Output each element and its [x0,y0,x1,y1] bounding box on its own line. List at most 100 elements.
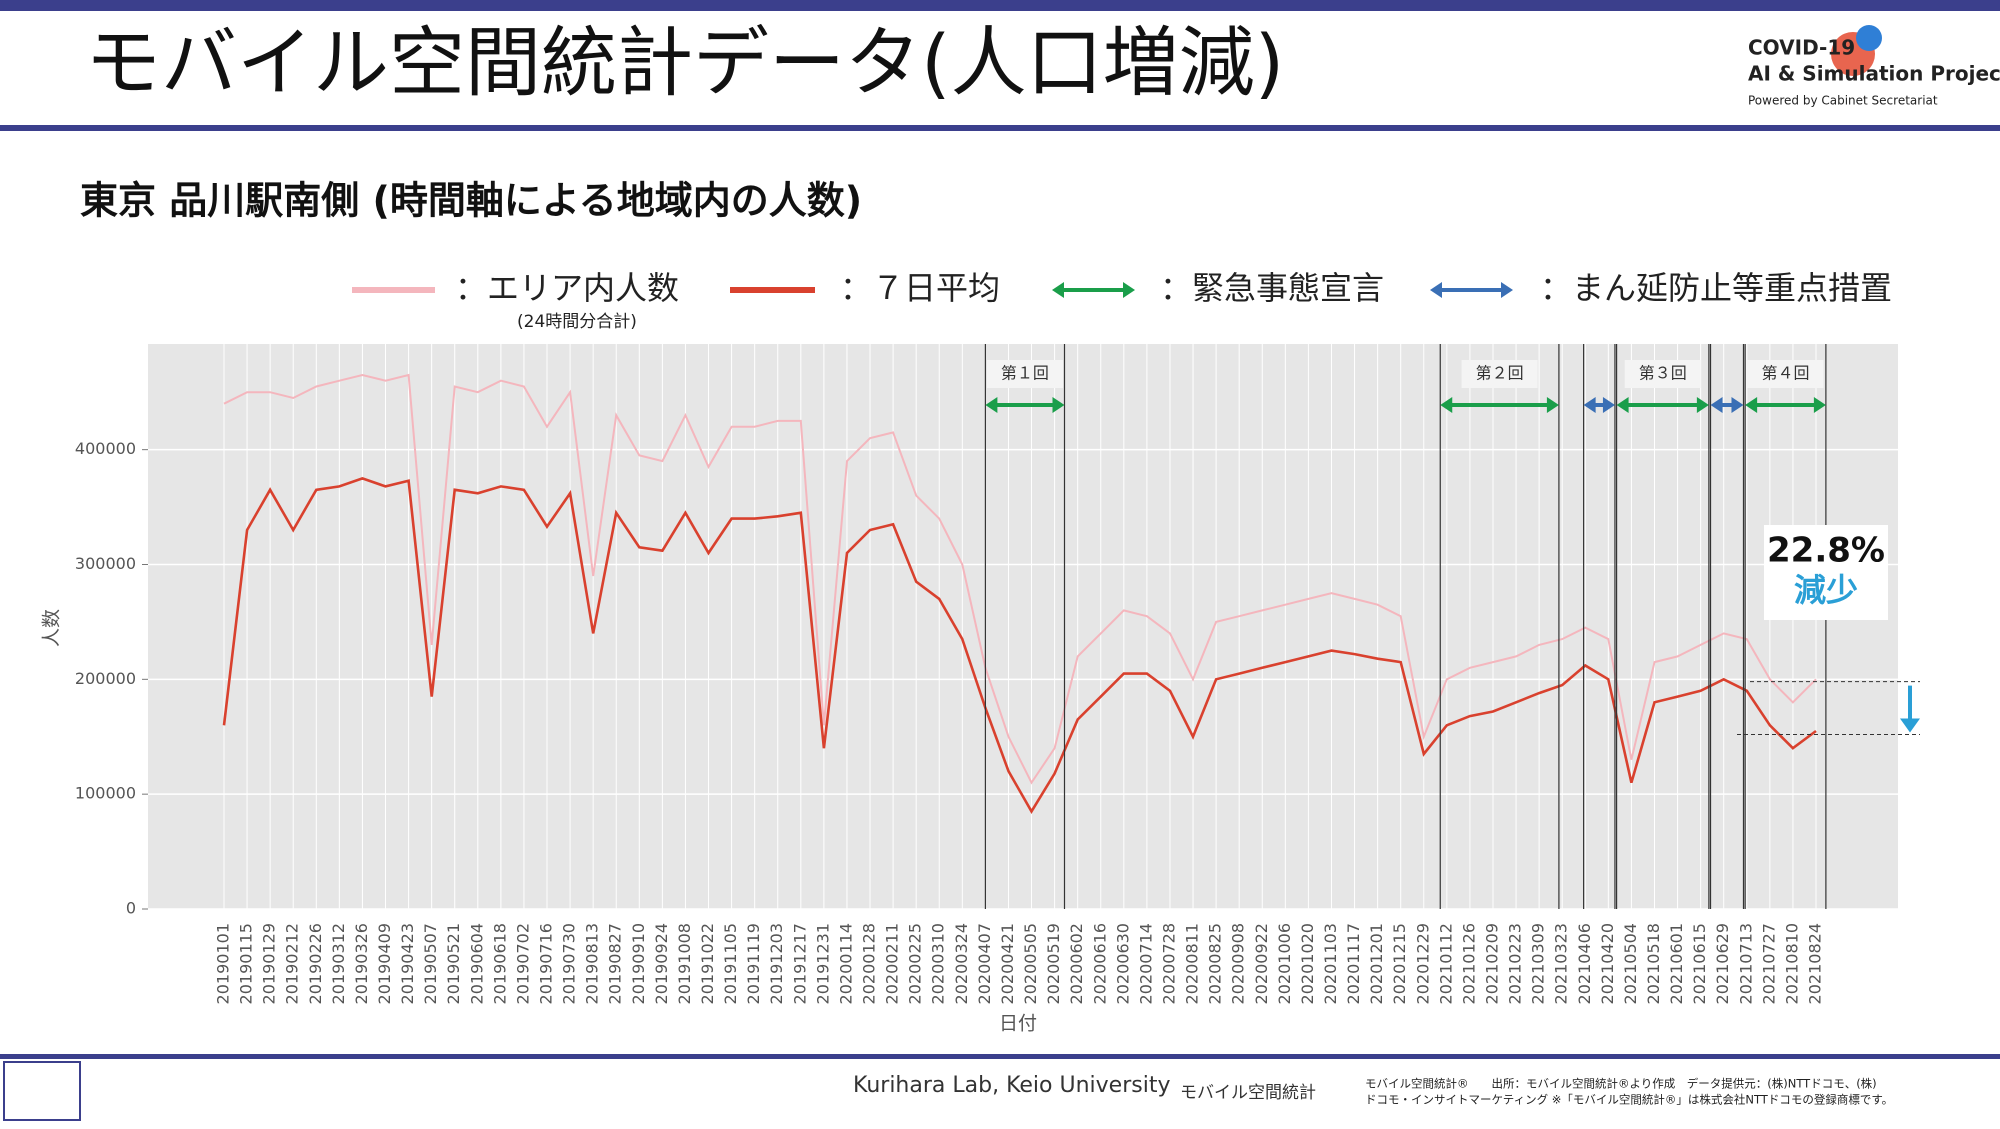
x-tick-label: 20210824 [1806,923,1825,1004]
logo-text: AI & Simulation Project [1748,62,2000,86]
title-rule [0,125,2000,131]
x-tick-label: 20190212 [283,923,302,1004]
x-tick-label: 20190924 [652,923,671,1004]
x-tick-label: 20200225 [906,923,925,1004]
x-tick-label: 20201103 [1321,923,1340,1004]
x-tick-label: 20190730 [560,923,579,1004]
x-tick-label: 20210406 [1575,923,1594,1004]
x-tick-label: 20190604 [467,923,486,1004]
x-tick-label: 20190129 [260,923,279,1004]
footer-source: モバイル空間統計® 出所：モバイル空間統計®より作成 データ提供元：(株)NTT… [1365,1077,1877,1091]
x-tick-label: 20190226 [306,923,325,1004]
slide-title: モバイル空間統計データ(人口増減) [85,18,1284,107]
x-tick-label: 20191203 [767,923,786,1004]
x-tick-label: 20200310 [929,923,948,1004]
annotation-sub: 減少 [1794,571,1858,609]
legend-label: ：まん延防止等重点措置 [1540,269,1892,307]
x-tick-label: 20190326 [352,923,371,1004]
x-tick-label: 20190716 [537,923,556,1004]
x-tick-label: 20201229 [1413,923,1432,1004]
period-arrow-head [1440,397,1559,413]
y-tick-label: 400000 [75,439,136,458]
x-tick-label: 20190312 [329,923,348,1004]
x-tick-label: 20210309 [1529,923,1548,1004]
legend-label: ：７日平均 [840,269,1000,307]
x-tick-label: 20210112 [1436,923,1455,1004]
legend-label: ：エリア内人数 [455,269,679,307]
annotation-box [1764,525,1888,620]
period-label: 第１回 [1001,364,1049,383]
footer-brand: モバイル空間統計 [1180,1083,1316,1103]
footer-rule [0,1054,2000,1059]
x-tick-label: 20191105 [721,923,740,1004]
series-line [222,477,1817,814]
x-tick-label: 20210810 [1782,923,1801,1004]
period-arrow-head [1583,397,1615,413]
x-tick-label: 20190618 [490,923,509,1004]
period-label: 第４回 [1762,364,1810,383]
x-tick-label: 20190813 [583,923,602,1004]
x-tick-label: 20190521 [444,923,463,1004]
period-label-box [1747,360,1824,388]
x-tick-label: 20210126 [1459,923,1478,1004]
x-tick-label: 20210209 [1482,923,1501,1004]
y-tick-label: 0 [126,899,136,918]
x-tick-label: 20210223 [1506,923,1525,1004]
drop-arrow-head [1900,718,1920,733]
x-tick-label: 20190827 [606,923,625,1004]
x-tick-label: 20200128 [860,923,879,1004]
x-tick-label: 20201020 [1298,923,1317,1004]
logo-text: COVID-19 [1748,36,1855,60]
x-tick-label: 20200630 [1113,923,1132,1004]
x-tick-label: 20201006 [1275,923,1294,1004]
x-tick-label: 20200211 [883,923,902,1004]
y-tick-label: 300000 [75,554,136,573]
x-tick-label: 20201201 [1367,923,1386,1004]
footer-logo [3,1061,81,1121]
period-label-box [1461,360,1538,388]
legend-note: (24時間分合計) [517,312,637,332]
x-tick-label: 20190910 [629,923,648,1004]
x-tick-label: 20210727 [1759,923,1778,1004]
x-tick-label: 20200421 [998,923,1017,1004]
x-tick-label: 20210420 [1598,923,1617,1004]
logo-text: Powered by Cabinet Secretariat [1748,94,1938,108]
x-tick-label: 20200519 [1044,923,1063,1004]
x-tick-label: 20200728 [1159,923,1178,1004]
x-tick-label: 20200324 [952,923,971,1004]
x-tick-label: 20210518 [1644,923,1663,1004]
footer-source: ドコモ・インサイトマーケティング ※「モバイル空間統計®」は株式会社NTTドコモ… [1365,1093,1893,1107]
annotation-text: 22.8% [1767,531,1885,571]
period-label-box [1624,360,1701,388]
x-tick-label: 20190115 [237,923,256,1004]
x-tick-label: 20210504 [1621,923,1640,1004]
x-tick-label: 20191119 [744,923,763,1004]
x-tick-label: 20190507 [421,923,440,1004]
x-tick-label: 20191008 [675,923,694,1004]
x-tick-label: 20201215 [1390,923,1409,1004]
x-tick-label: 20191022 [698,923,717,1004]
legend-label: ：緊急事態宣言 [1160,269,1384,307]
period-label: 第３回 [1639,364,1687,383]
x-tick-label: 20190409 [375,923,394,1004]
footer-lab: Kurihara Lab, Keio University [853,1073,1170,1098]
x-tick-label: 20200922 [1252,923,1271,1004]
x-tick-label: 20200505 [1021,923,1040,1004]
x-tick-label: 20210713 [1736,923,1755,1004]
y-tick-label: 100000 [75,784,136,803]
period-label: 第２回 [1476,364,1524,383]
x-tick-label: 20200602 [1067,923,1086,1004]
x-tick-label: 20201117 [1344,923,1363,1004]
chart-title: 東京 品川駅南側 (時間軸による地域内の人数) [80,179,862,223]
x-tick-label: 20200616 [1090,923,1109,1004]
y-tick-label: 200000 [75,669,136,688]
x-tick-label: 20200811 [1183,923,1202,1004]
period-label-box [986,360,1063,388]
top-bar [0,0,2000,11]
x-tick-label: 20210601 [1667,923,1686,1004]
x-tick-label: 20210323 [1552,923,1571,1004]
x-tick-label: 20190423 [398,923,417,1004]
period-arrow-head [1710,397,1744,413]
x-tick-label: 20210629 [1713,923,1732,1004]
